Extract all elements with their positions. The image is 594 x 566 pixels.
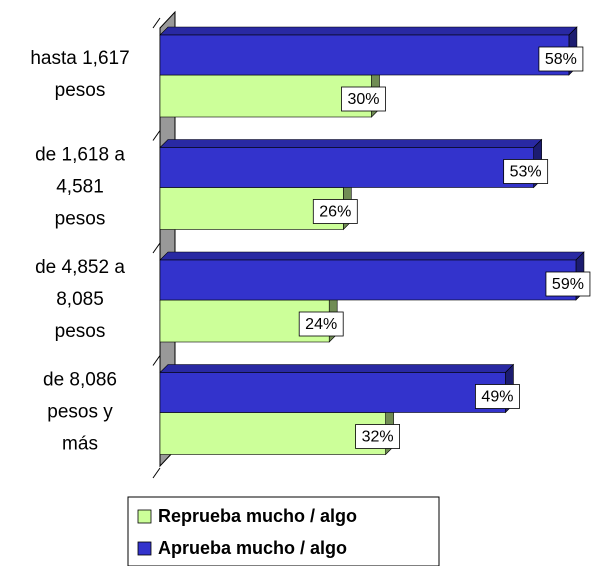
- category-label: pesos: [55, 80, 106, 101]
- legend-swatch: [137, 541, 152, 556]
- separator-tick: [152, 242, 161, 254]
- legend-swatch: [137, 509, 152, 524]
- value-label: 58%: [545, 51, 577, 68]
- value-label-box: [503, 159, 549, 184]
- value-label-box: [298, 311, 344, 337]
- bar: [159, 187, 344, 230]
- value-label-box: [312, 199, 358, 224]
- legend-label: Reprueba mucho / algo: [158, 506, 357, 526]
- bar-top: [159, 26, 578, 36]
- category-label: de 4,852 a: [35, 257, 125, 278]
- bar-top: [159, 139, 543, 148]
- category-label: 4,581: [56, 177, 104, 198]
- value-label: 59%: [552, 276, 584, 293]
- bar: [159, 147, 534, 188]
- category-label: pesos y: [47, 402, 113, 423]
- value-label-box: [545, 271, 591, 297]
- separator-tick: [152, 130, 161, 141]
- category-separators: [152, 17, 161, 479]
- category-label: hasta 1,617: [30, 48, 129, 69]
- value-label: 30%: [347, 91, 379, 108]
- separator-tick: [152, 467, 161, 479]
- bar: [159, 412, 386, 455]
- category-label: de 1,618 a: [35, 145, 125, 166]
- separator-tick: [152, 17, 161, 29]
- category-label: pesos: [55, 209, 106, 230]
- value-label-box: [355, 424, 401, 449]
- bar-top: [159, 251, 585, 261]
- value-label-box: [538, 46, 584, 72]
- category-label: pesos: [55, 321, 106, 342]
- bar: [159, 259, 577, 301]
- value-label: 26%: [319, 204, 351, 221]
- bar: [159, 34, 570, 76]
- bar: [159, 372, 506, 413]
- bar-top: [159, 364, 515, 373]
- category-label: de 8,086: [43, 370, 117, 391]
- value-label: 53%: [510, 164, 542, 181]
- value-label: 24%: [305, 316, 337, 333]
- separator-tick: [152, 355, 161, 366]
- category-label: más: [62, 434, 98, 455]
- category-label: 8,085: [56, 289, 104, 310]
- value-label: 49%: [481, 389, 513, 406]
- legend-label: Aprueba mucho / algo: [158, 538, 347, 558]
- value-label-box: [475, 384, 520, 409]
- value-label-box: [341, 86, 386, 112]
- bar: [159, 74, 372, 118]
- legend: [127, 496, 440, 566]
- value-label: 32%: [362, 429, 394, 446]
